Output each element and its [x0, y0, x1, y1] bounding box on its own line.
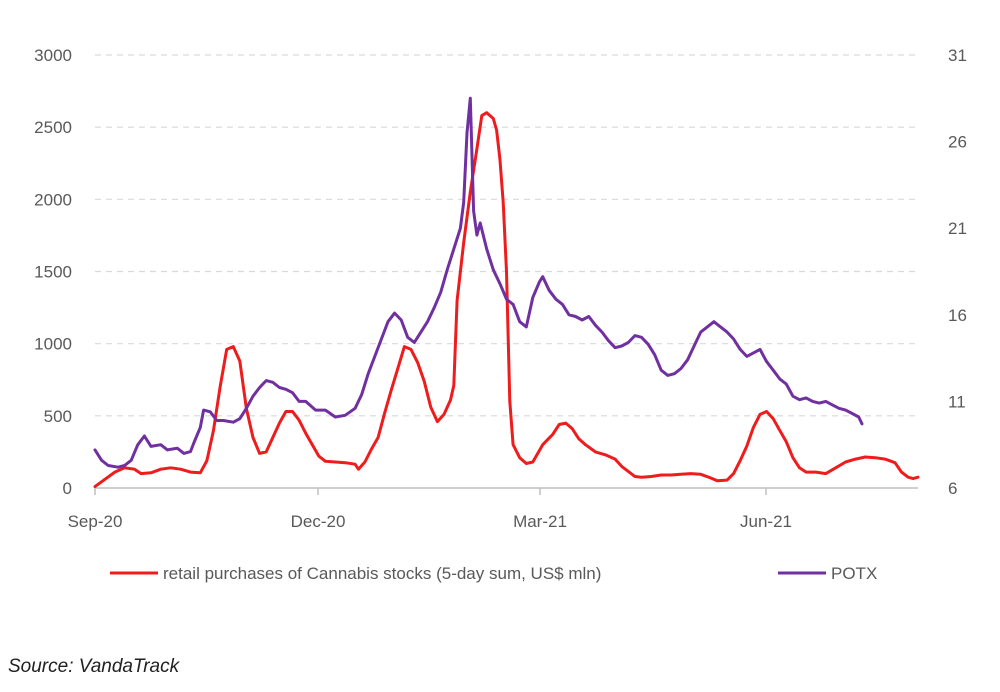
y-left-tick-label: 0 [63, 479, 72, 498]
series-lines [93, 96, 920, 489]
y-right-tick-label: 11 [948, 392, 966, 411]
y-right-tick-label: 16 [948, 306, 967, 325]
gridlines [95, 54, 918, 417]
legend-potx-label: POTX [831, 564, 877, 583]
y-left-tick-label: 1500 [34, 263, 72, 282]
legend: retail purchases of Cannabis stocks (5-d… [110, 564, 877, 583]
x-tick-label: Dec-20 [291, 512, 346, 531]
y-right-tick-label: 26 [948, 133, 967, 152]
y-left-tick-label: 2000 [34, 190, 72, 209]
y-left-tick-label: 2500 [34, 118, 72, 137]
legend-retail-label: retail purchases of Cannabis stocks (5-d… [163, 564, 601, 583]
y-right-tick-label: 31 [948, 46, 967, 65]
series-line-potx [93, 96, 864, 469]
y-left-tick-label: 3000 [34, 46, 72, 65]
x-tick-label: Sep-20 [68, 512, 123, 531]
x-tick-label: Mar-21 [513, 512, 567, 531]
axes: 0 500 1000 1500 2000 2500 3000 6 11 16 21 26 31 Sep-2… [34, 46, 967, 531]
y-right-tick-label: 21 [948, 219, 967, 238]
series-line-retail [93, 111, 920, 489]
y-left-tick-label: 1000 [34, 335, 72, 354]
x-tick-label: Jun-21 [740, 512, 792, 531]
source-note: Source: VandaTrack [8, 656, 180, 677]
y-left-tick-label: 500 [44, 407, 72, 426]
y-right-tick-label: 6 [948, 479, 957, 498]
